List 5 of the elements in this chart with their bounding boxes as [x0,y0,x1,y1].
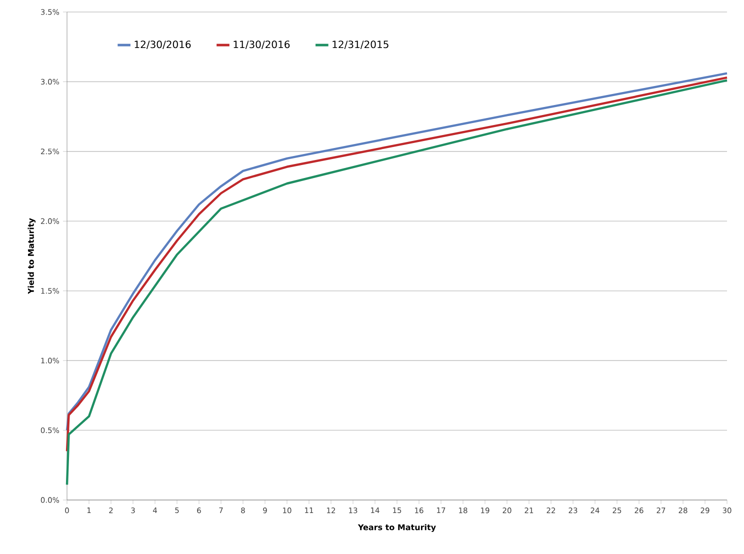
legend-label: 12/31/2015 [332,40,388,49]
x-axis-title: Years to Maturity [358,524,436,532]
y-axis-title: Yield to Maturity [28,218,36,294]
legend-label: 12/30/2016 [134,40,191,49]
legend-label: 11/30/2016 [234,40,290,49]
